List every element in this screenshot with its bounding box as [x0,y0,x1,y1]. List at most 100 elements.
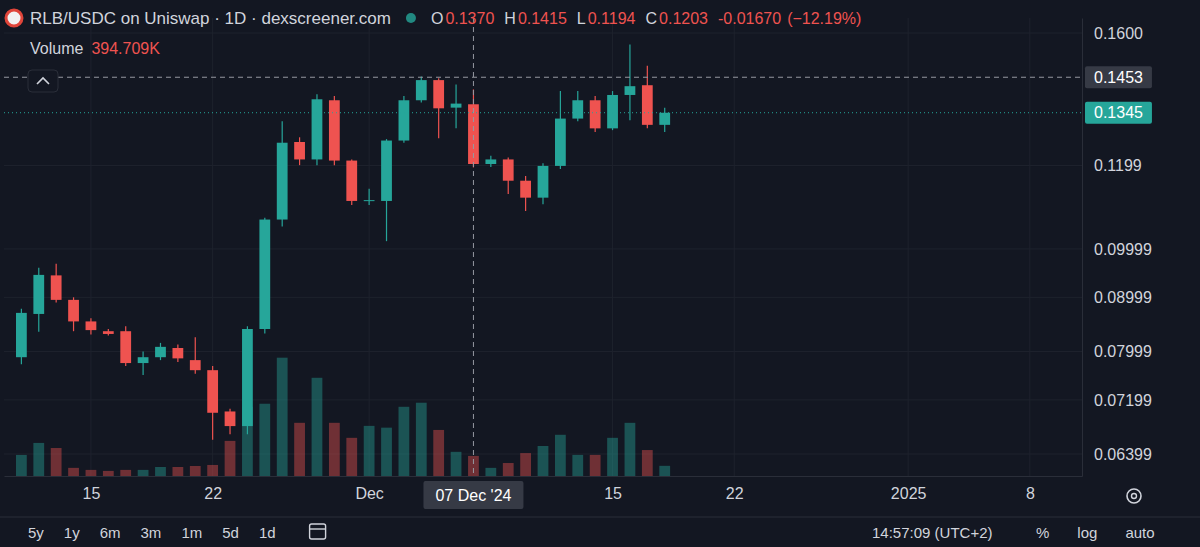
y-tick: 0.09999 [1082,241,1152,258]
crosshair-x: 07 Dec '24 [423,481,523,509]
range-button[interactable]: 3m [141,524,162,541]
grid-line-x [369,18,370,476]
header: RLB/USDC on Uniswap · 1D · dexscreener.c… [6,9,861,57]
volume-bar [312,378,323,476]
volume-bar [364,426,375,476]
volume-bar [433,430,444,476]
background [0,0,1200,547]
volume-bar [277,358,288,476]
candle-body [190,360,201,370]
status-dot [406,13,416,23]
range-button[interactable]: 1m [181,524,202,541]
x-tick: Dec [355,476,383,502]
candle-body [642,85,653,125]
grid-line-x [90,18,91,476]
collapse-chevron[interactable] [37,78,49,84]
collapse-button[interactable] [28,70,58,92]
crosshair-x-box [423,481,523,509]
y-tick-label: 0.07999 [1094,343,1152,360]
x-axis-line [5,476,1083,477]
candle-body [86,321,97,330]
candle-body [416,80,427,100]
calendar-icon-bar[interactable] [310,528,326,529]
scale-option[interactable]: log [1077,524,1097,541]
y-tick: 0.1199 [1082,157,1142,174]
candle-body [16,313,27,357]
ohlc-key: H [504,10,516,27]
range-button[interactable]: 6m [100,524,121,541]
ohlc-value: 0.1370 [445,10,494,27]
volume-bar [86,470,97,476]
candle-body [451,104,462,108]
candle-wick [629,45,630,121]
volume-bar [625,423,636,476]
scale-option[interactable]: auto [1125,524,1154,541]
ohlc-value: 0.1203 [659,10,708,27]
range-button[interactable]: 5d [222,524,239,541]
title: RLB/USDC on Uniswap · 1D · dexscreener.c… [30,9,391,28]
volume-bar [485,468,496,476]
candle-body [590,100,601,128]
settings-button[interactable] [1127,489,1141,503]
crosshair-y: 0.1453 [1085,66,1152,88]
volume-bar [451,452,462,476]
range-button[interactable]: 5y [28,524,44,541]
volume-bar [381,428,392,476]
y-tick: 0.08999 [1082,289,1152,306]
y-tick: 0.06399 [1082,446,1152,463]
x-tick: 15 [604,476,622,502]
candle-body [225,411,236,426]
grid-line-y [4,297,1082,298]
settings-icon[interactable] [1127,489,1141,503]
volume-bar [259,404,270,476]
candle-body [538,166,549,198]
volume-bar [155,467,166,476]
volume-bar [399,407,410,476]
x-tick-label: 15 [604,485,622,502]
crosshair-x-label: 07 Dec '24 [435,487,511,504]
crosshair-y-label: 0.1453 [1094,69,1143,86]
grid-line-x [734,18,735,476]
volume-bar [225,441,236,476]
settings-icon-center[interactable] [1132,494,1137,499]
volume-bar [68,468,79,476]
calendar-icon[interactable] [310,524,326,539]
candle-body [138,357,149,363]
ohlc-value: 0.1194 [588,10,636,27]
range-button[interactable]: 1y [64,524,80,541]
candle-body [294,142,305,159]
candle-body [120,331,131,363]
volume-bar [33,443,44,476]
toolbar: 5y1y6m3m1m5d1d14:57:09 (UTC+2)%logauto [0,517,1200,541]
scale-option[interactable]: % [1036,524,1049,541]
ohlc-value: 0.1415 [518,10,567,27]
y-tick-label: 0.1600 [1094,25,1143,42]
candle-body [520,181,531,198]
candle-wick [369,189,370,205]
volume-bar [51,448,62,476]
candle-body [277,143,288,220]
crosshair-vertical [473,18,474,476]
volume-bar [590,455,601,476]
volume-bar [207,465,218,476]
candle-body [607,95,618,128]
candle-body [659,113,670,125]
range-button[interactable]: 1d [259,524,276,541]
candle-body [51,275,62,299]
y-axis-line [1082,19,1083,477]
collapse-box[interactable] [28,70,58,92]
volume-bar [503,463,514,476]
x-tick: 22 [204,476,222,502]
x-tick-label: 8 [1026,485,1035,502]
change-pct: (−12.19%) [787,10,861,27]
candle-body [329,100,340,160]
candle-body [33,275,44,314]
date-range-button[interactable] [310,524,326,539]
candle-body [68,300,79,322]
x-tick: 22 [726,476,744,502]
grid-line-x [908,18,909,476]
candle-body [259,220,270,329]
volume-bar [555,435,566,476]
candle-body [625,86,636,95]
y-tick-label: 0.08999 [1094,289,1152,306]
